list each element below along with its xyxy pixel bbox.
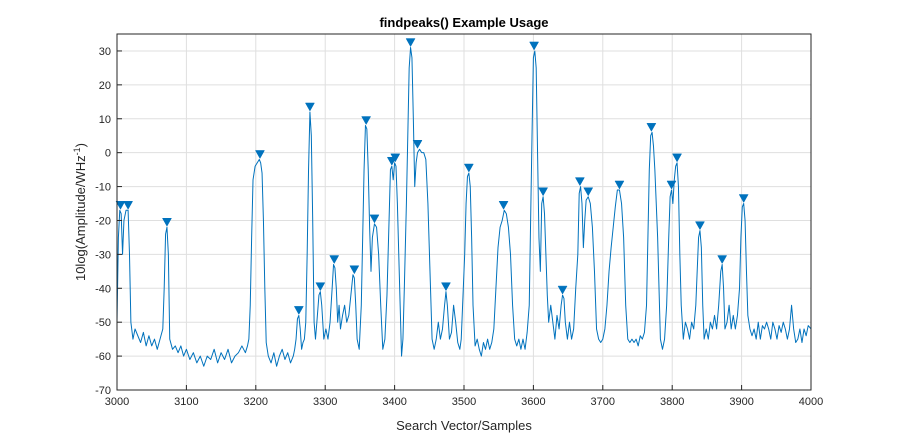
peak-marker [695,221,705,231]
y-tick-label: 30 [99,46,111,58]
peak-markers [115,38,749,315]
peak-marker [315,282,326,292]
peak-marker [390,153,401,163]
series-line [116,47,812,367]
peak-marker [463,163,474,173]
x-tick-label: 3200 [244,396,268,408]
x-tick-label: 3300 [313,396,337,408]
y-axis-label-main: 10log(Amplitude/WHz [73,155,88,281]
peak-marker [717,255,728,265]
peak-marker [557,285,568,295]
peak-marker [738,194,749,204]
peak-marker [255,150,265,159]
y-axis-label: 10log(Amplitude/WHz-1) [72,143,88,281]
x-tick-label: 3000 [105,396,129,408]
x-tick-label: 3500 [452,396,476,408]
peak-marker [293,306,304,315]
peak-marker [123,201,134,210]
peak-marker [441,282,451,292]
y-tick-label: -50 [95,317,111,329]
peak-marker [538,187,549,197]
y-axis-label-sup: -1 [72,147,82,155]
peak-marker [369,214,380,224]
y-tick-label: -60 [95,351,111,363]
peak-marker [405,38,416,48]
y-tick-label: 10 [99,114,111,126]
peak-marker [583,187,594,197]
peak-marker [305,102,315,112]
peak-marker [361,116,372,126]
y-tick-label: -40 [95,283,111,295]
x-ticks: 3000 3100 3200 3300 3400 3500 3600 3700 3800 3900… [105,385,823,408]
x-tick-label: 3100 [174,396,198,408]
x-tick-label: 4000 [799,396,823,408]
y-tick-label: 0 [105,148,111,160]
peak-marker [162,218,172,227]
peak-marker [329,255,340,265]
peak-marker [412,140,423,149]
y-tick-label: -20 [95,215,111,227]
x-axis-label: Search Vector/Samples [396,418,532,433]
peak-marker [349,265,360,275]
y-tick-label: -10 [95,182,111,194]
peak-marker [672,153,682,163]
peak-marker [614,180,625,190]
peak-marker [666,180,677,190]
peak-marker [115,201,126,210]
x-tick-label: 3900 [729,396,753,408]
x-tick-label: 3400 [382,396,406,408]
y-ticks: -70 -60 -50 -40 -30 -20 -10 0 10 20 30 [95,46,122,397]
x-tick-label: 3600 [521,396,545,408]
chart-title: findpeaks() Example Usage [379,15,548,30]
peak-marker [529,41,540,51]
y-tick-label: -70 [95,385,111,397]
peak-marker [498,201,509,210]
y-tick-label: 20 [99,80,111,92]
x-tick-label: 3800 [660,396,684,408]
x-tick-label: 3700 [591,396,615,408]
y-axis-label-tail: ) [73,143,88,147]
y-tick-label: -30 [95,249,111,261]
peak-marker [646,123,657,132]
peak-marker [574,177,585,187]
